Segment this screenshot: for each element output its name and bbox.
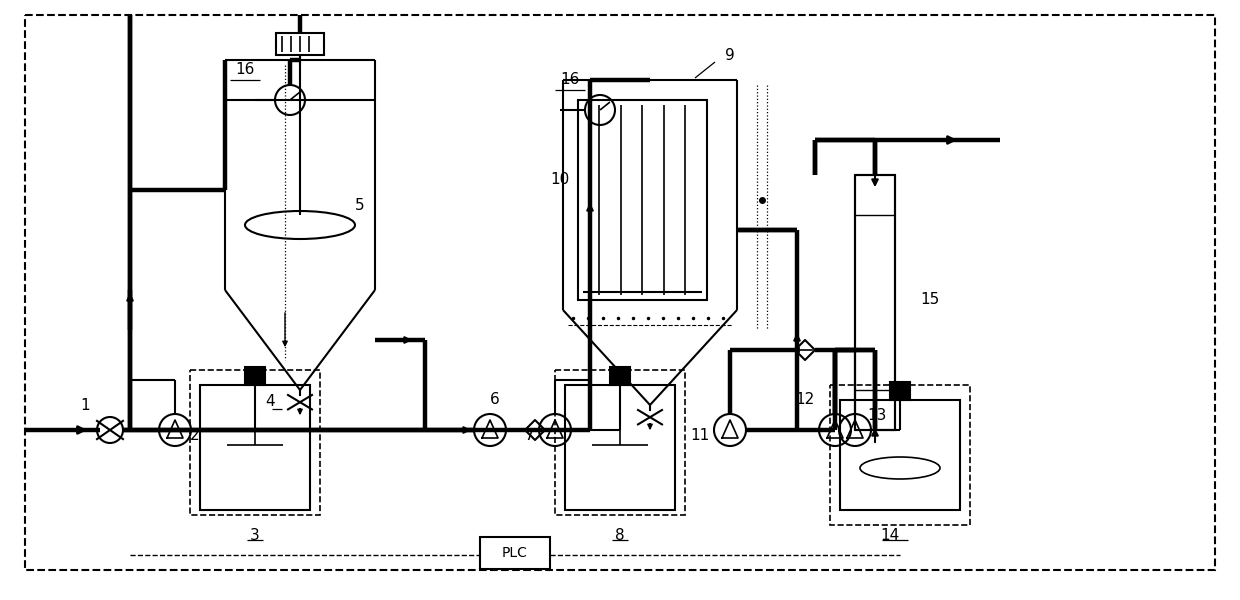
Text: 2: 2 (190, 427, 200, 443)
Bar (246, 367, 265, 385)
Text: PLC: PLC (502, 546, 528, 560)
Text: 10: 10 (551, 173, 569, 187)
Text: 4: 4 (265, 394, 275, 409)
Bar (190, 370, 320, 515)
Text: 16: 16 (560, 73, 579, 88)
Bar (856, 175, 895, 430)
Bar (890, 382, 910, 400)
Bar (578, 100, 707, 300)
Text: 7: 7 (526, 427, 534, 443)
Bar (610, 367, 630, 385)
Text: 14: 14 (880, 527, 900, 542)
Text: 1: 1 (81, 397, 89, 413)
Text: 9: 9 (725, 47, 735, 62)
Text: 15: 15 (920, 292, 940, 307)
Bar (480, 537, 551, 569)
Text: 13: 13 (867, 407, 887, 422)
Bar (830, 385, 970, 525)
Bar (200, 385, 310, 510)
Text: 5: 5 (355, 197, 365, 212)
Text: 8: 8 (615, 527, 625, 542)
Text: 6: 6 (490, 392, 500, 407)
Text: 3: 3 (250, 527, 260, 542)
Bar (277, 33, 324, 55)
Text: 16: 16 (236, 62, 254, 77)
Text: 12: 12 (795, 392, 815, 407)
Bar (556, 370, 684, 515)
Bar (839, 400, 960, 510)
Text: 11: 11 (691, 427, 709, 443)
Bar (565, 385, 675, 510)
